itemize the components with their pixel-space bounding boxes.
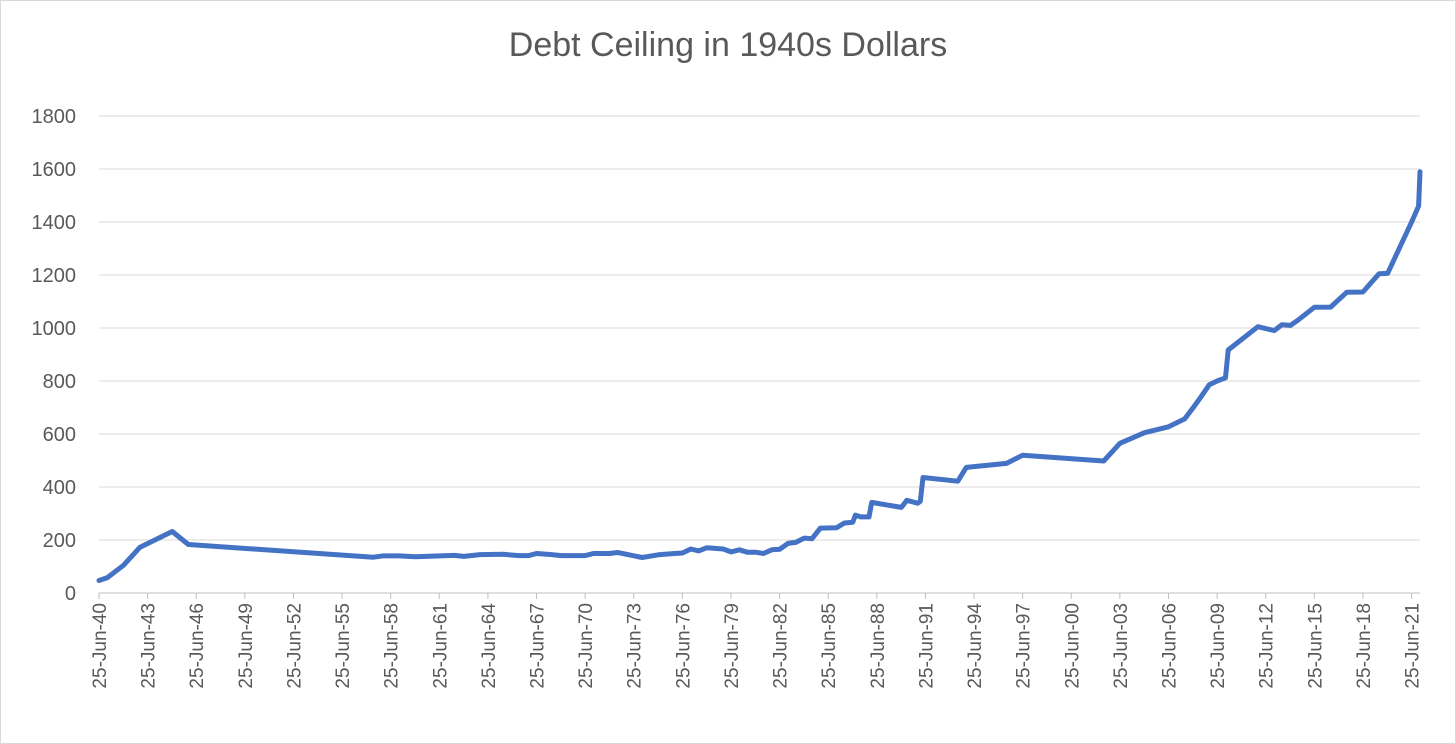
x-tick-label: 25-Jun-73 bbox=[625, 603, 646, 689]
x-tick-label: 25-Jun-00 bbox=[1062, 603, 1083, 689]
x-tick-label: 25-Jun-40 bbox=[90, 603, 111, 689]
series-line bbox=[96, 169, 1423, 583]
y-tick-label: 1600 bbox=[32, 159, 77, 181]
y-tick-label: 800 bbox=[43, 371, 76, 393]
x-tick-label: 25-Jun-58 bbox=[382, 603, 403, 689]
y-tick-label: 400 bbox=[43, 477, 76, 499]
y-tick-label: 0 bbox=[65, 583, 76, 605]
y-tick-label: 1400 bbox=[32, 212, 77, 234]
x-tick-label: 25-Jun-12 bbox=[1257, 603, 1278, 689]
x-tick-label: 25-Jun-82 bbox=[771, 603, 792, 689]
chart-title: Debt Ceiling in 1940s Dollars bbox=[508, 26, 948, 64]
x-tick-label: 25-Jun-18 bbox=[1354, 603, 1375, 689]
x-tick-label: 25-Jun-67 bbox=[527, 603, 548, 689]
y-tick-label: 200 bbox=[43, 530, 76, 552]
x-tick-label: 25-Jun-88 bbox=[868, 603, 889, 689]
y-tick-label: 1000 bbox=[32, 318, 77, 340]
x-tick-label: 25-Jun-49 bbox=[236, 603, 257, 689]
x-tick-label: 25-Jun-03 bbox=[1111, 603, 1132, 689]
x-tick-label: 25-Jun-15 bbox=[1305, 603, 1326, 689]
x-tick-label: 25-Jun-46 bbox=[187, 603, 208, 689]
x-tick-label: 25-Jun-97 bbox=[1014, 603, 1035, 689]
x-tick-label: 25-Jun-09 bbox=[1208, 603, 1229, 689]
x-tick-label: 25-Jun-06 bbox=[1159, 603, 1180, 689]
gridlines bbox=[99, 115, 1420, 541]
x-tick-label: 25-Jun-70 bbox=[576, 603, 597, 689]
x-tick-label: 25-Jun-85 bbox=[819, 603, 840, 689]
x-tick-label: 25-Jun-79 bbox=[722, 603, 743, 689]
x-tick-label: 25-Jun-91 bbox=[916, 603, 937, 689]
x-tick-label: 25-Jun-21 bbox=[1403, 603, 1424, 689]
x-tick-label: 25-Jun-61 bbox=[430, 603, 451, 689]
y-tick-label: 1800 bbox=[32, 106, 77, 128]
x-tick-label: 25-Jun-43 bbox=[139, 603, 160, 689]
x-tick-label: 25-Jun-52 bbox=[284, 603, 305, 689]
x-axis-ticks: 25-Jun-40 25-Jun-43 25-Jun-46 25-Jun-49 25-J… bbox=[90, 593, 1424, 689]
y-tick-label: 1200 bbox=[32, 265, 77, 287]
y-tick-label: 600 bbox=[43, 424, 76, 446]
x-tick-label: 25-Jun-64 bbox=[479, 603, 500, 689]
x-tick-label: 25-Jun-55 bbox=[333, 603, 354, 689]
y-axis-ticks: 0 200 400 600 800 1000 1200 1400 1600 1800 bbox=[32, 106, 77, 605]
series-group bbox=[96, 169, 1423, 583]
x-tick-label: 25-Jun-76 bbox=[673, 603, 694, 689]
x-tick-label: 25-Jun-94 bbox=[965, 603, 986, 689]
